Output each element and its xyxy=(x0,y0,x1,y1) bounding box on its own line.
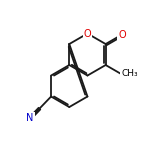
Text: O: O xyxy=(84,29,91,38)
Text: O: O xyxy=(84,29,91,38)
Text: N: N xyxy=(26,114,34,123)
Text: N: N xyxy=(26,114,34,123)
Text: CH₃: CH₃ xyxy=(121,69,138,78)
Text: O: O xyxy=(118,30,126,40)
Text: O: O xyxy=(118,30,126,40)
Text: CH₃: CH₃ xyxy=(121,69,138,78)
